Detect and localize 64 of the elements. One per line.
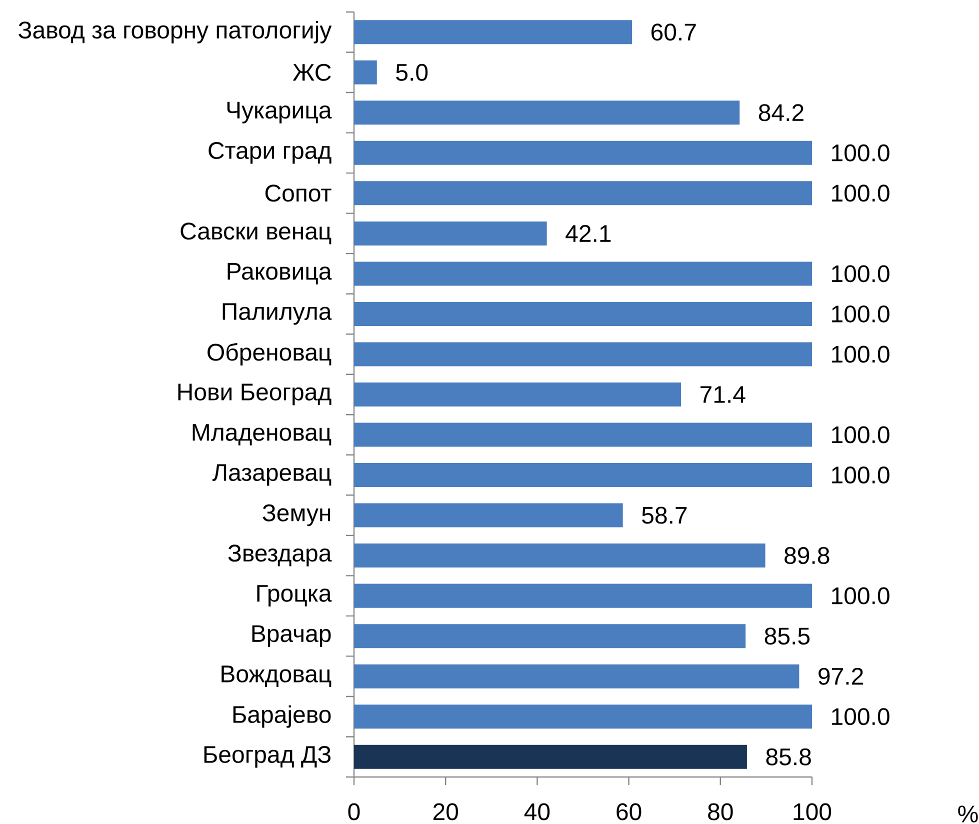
bar: [354, 181, 812, 206]
bar: [354, 624, 746, 648]
x-tick-label: 60: [616, 803, 642, 820]
x-tick-label: 40: [524, 803, 550, 820]
data-label: 97.2: [818, 668, 863, 685]
text: %: [958, 806, 978, 822]
bar: [354, 342, 812, 366]
y-tick-label: Чукарица: [227, 102, 332, 124]
data-label: 85.8: [766, 748, 811, 766]
bar: [354, 584, 812, 608]
y-tick-label: Лазаревац: [212, 464, 332, 486]
y-tick-label: Завод за говорну патологију: [18, 20, 332, 44]
x-tick-label: 100: [794, 803, 832, 820]
data-label: 100.0: [832, 426, 890, 444]
data-label: 85.5: [764, 628, 810, 645]
bar: [354, 503, 623, 528]
data-label: 89.8: [784, 547, 830, 564]
x-tick-label: 0: [348, 803, 360, 820]
bar: [354, 744, 747, 769]
data-label: 5.0: [396, 64, 428, 81]
y-tick-label: Обреновац: [208, 342, 332, 366]
bar: [354, 382, 682, 406]
data-label: 71.4: [700, 386, 746, 403]
data-label: 100.0: [832, 466, 890, 484]
data-label: 60.7: [651, 24, 696, 41]
y-tick-label: Младеновац: [192, 424, 332, 446]
data-label: 100.0: [832, 265, 890, 282]
bar: [354, 140, 812, 165]
data-label: 100.0: [832, 305, 890, 322]
data-label: 100.0: [832, 587, 890, 604]
data-label: 42.1: [566, 225, 611, 242]
data-label: 58.7: [642, 506, 687, 524]
data-label: 100.0: [832, 346, 890, 363]
bar: [354, 544, 766, 568]
y-tick-label: Сопот: [265, 184, 332, 202]
y-tick-label: Београд ДЗ: [204, 746, 331, 768]
data-label: 84.2: [758, 104, 804, 122]
x-tick-label: 80: [708, 803, 733, 820]
bar: [354, 704, 812, 729]
bar: [354, 302, 812, 326]
data-label: 100.0: [832, 708, 890, 726]
bar: [354, 463, 812, 488]
bar: [354, 262, 812, 286]
y-tick-label: Врачар: [252, 625, 331, 647]
bar: [354, 422, 812, 447]
y-tick-label: Раковица: [228, 263, 332, 284]
y-tick-label: Звездара: [228, 544, 332, 566]
y-tick-label: Гроцка: [257, 585, 332, 607]
x-tick-label: 20: [433, 803, 458, 820]
y-tick-label: Стари град: [208, 142, 332, 164]
bar: [354, 60, 377, 84]
bar: [354, 20, 632, 44]
y-tick-label: Палилула: [222, 303, 332, 325]
bar: [354, 221, 547, 246]
bar: [354, 664, 800, 688]
data-label: 100.0: [832, 184, 890, 202]
y-tick-label: Нови Београд: [178, 384, 332, 406]
y-tick-label: Барајево: [233, 705, 331, 728]
y-tick-label: Вождовац: [222, 666, 332, 687]
data-label: 100.0: [832, 144, 890, 162]
y-tick-label: ЖС: [292, 64, 331, 81]
bar: [354, 100, 740, 125]
y-tick-label: Савски венац: [180, 222, 332, 244]
y-tick-label: Земун: [262, 504, 330, 526]
